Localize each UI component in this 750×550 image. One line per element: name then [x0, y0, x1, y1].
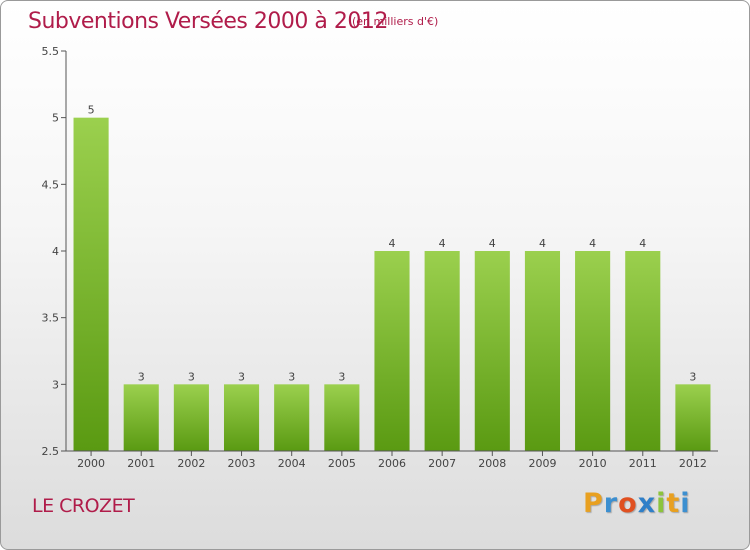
x-tick-label: 2009	[528, 457, 556, 470]
bar	[73, 117, 109, 452]
bar	[173, 384, 209, 451]
x-tick-label: 2006	[378, 457, 406, 470]
y-tick-label: 5.5	[42, 45, 60, 58]
x-tick-label: 2005	[328, 457, 356, 470]
x-tick-label: 2010	[579, 457, 607, 470]
bar-value-label: 4	[589, 237, 596, 250]
x-tick-label: 2001	[127, 457, 155, 470]
bar-value-label: 4	[639, 237, 646, 250]
bar-value-label: 3	[188, 370, 195, 383]
bar-value-label: 4	[439, 237, 446, 250]
bar	[625, 251, 661, 451]
y-tick-label: 2.5	[42, 445, 60, 458]
bars: 5 3 3 3 3 3 4 4 4 4 4 4 3	[73, 104, 711, 452]
x-tick-label: 2012	[679, 457, 707, 470]
y-tick-label: 4.5	[42, 178, 60, 191]
bar	[524, 251, 561, 451]
bar	[424, 251, 460, 451]
x-tick-label: 2007	[428, 457, 456, 470]
x-tick-label: 2008	[478, 457, 506, 470]
proxiti-logo[interactable]: Proxiti	[583, 488, 691, 519]
bar-value-label: 3	[138, 370, 145, 383]
bar	[575, 251, 611, 451]
x-tick-label: 2003	[228, 457, 256, 470]
chart-subtitle: (en milliers d'€)	[352, 15, 439, 28]
bar	[223, 384, 260, 451]
x-tick-label: 2000	[77, 457, 105, 470]
bar	[675, 384, 711, 451]
x-tick-label: 2002	[177, 457, 205, 470]
bar-value-label: 3	[238, 370, 245, 383]
bar-value-label: 3	[338, 370, 345, 383]
y-tick-label: 4	[52, 245, 59, 258]
bar	[474, 251, 510, 451]
y-tick-label: 5	[52, 112, 59, 125]
x-tick-label: 2004	[278, 457, 306, 470]
bar	[374, 251, 410, 451]
bar-value-label: 5	[88, 104, 95, 117]
bar-value-label: 4	[539, 237, 546, 250]
x-axis: 2000 2001 2002 2003 2004 2005 2006 2007 2008 2009…	[66, 450, 718, 470]
chart-title: Subventions Versées 2000 à 2012	[28, 9, 388, 34]
commune-name: LE CROZET	[32, 495, 135, 517]
x-tick-label: 2011	[629, 457, 657, 470]
y-tick-label: 3.5	[42, 312, 60, 325]
bar	[123, 384, 159, 451]
bar-value-label: 3	[288, 370, 295, 383]
y-tick-label: 3	[52, 378, 59, 391]
y-axis: 2.5 3 3.5 4 4.5 5 5.5	[42, 45, 67, 458]
bar	[274, 384, 310, 451]
bar-value-label: 3	[689, 370, 696, 383]
bar-value-label: 4	[489, 237, 496, 250]
bar	[324, 384, 360, 451]
bar-value-label: 4	[389, 237, 396, 250]
